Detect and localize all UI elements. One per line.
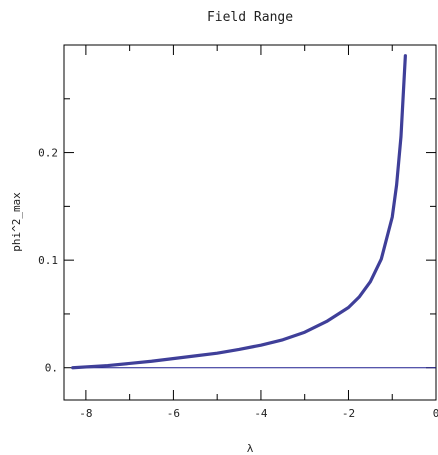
x-tick-label: 0 bbox=[433, 407, 438, 420]
y-axis-label: phi^2_max bbox=[10, 192, 23, 252]
chart-title: Field Range bbox=[207, 10, 293, 25]
y-tick-label: 0. bbox=[45, 362, 58, 375]
series-line bbox=[71, 54, 407, 370]
plot-frame bbox=[63, 44, 437, 401]
x-tick-label: -6 bbox=[167, 407, 180, 420]
tick-labels: -8 -6 -4 -2 0 0. 0.1 0.2 bbox=[38, 147, 438, 420]
tick-marks bbox=[64, 45, 437, 400]
y-tick-label: 0.1 bbox=[38, 254, 58, 267]
x-tick-label: -2 bbox=[342, 407, 355, 420]
x-tick-label: -4 bbox=[254, 407, 268, 420]
x-axis-label: λ bbox=[247, 442, 254, 455]
y-tick-label: 0.2 bbox=[38, 147, 58, 160]
x-tick-label: -8 bbox=[79, 407, 92, 420]
